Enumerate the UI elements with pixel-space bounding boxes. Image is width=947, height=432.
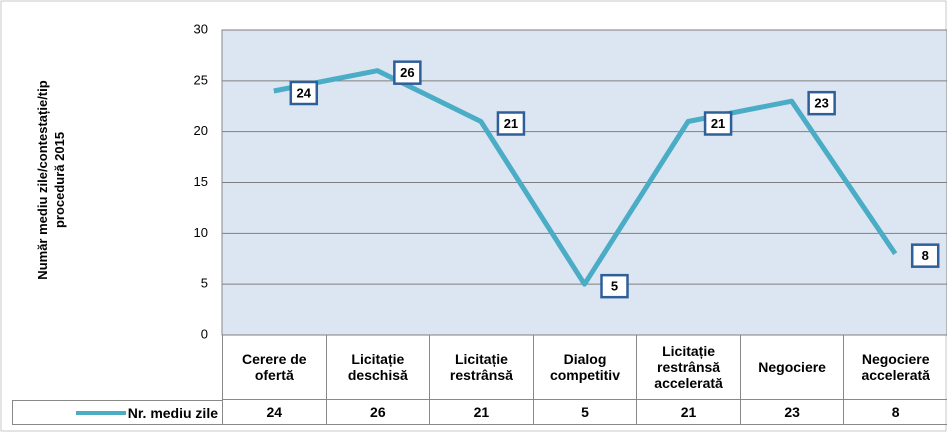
category-cell: Licitație deschisă — [325, 335, 430, 400]
data-label-box — [910, 243, 940, 268]
y-axis-title-line: procedură 2015 — [52, 132, 67, 228]
table-value: 24 — [222, 400, 326, 425]
y-tick-label: 10 — [194, 225, 208, 240]
data-label: 21 — [504, 116, 518, 131]
legend-key — [75, 410, 126, 415]
y-axis-title: Număr mediu zile/contestație/tip procedur… — [35, 80, 67, 279]
series-line — [273, 68, 898, 287]
category-cell: Dialog competitiv — [532, 335, 637, 400]
category-cell: Licitație restrânsă — [429, 335, 533, 400]
y-tick-label: 5 — [201, 276, 208, 291]
data-label: 5 — [611, 279, 618, 294]
data-label: 23 — [814, 96, 828, 111]
category-cell: Licitație restrânsă accelerată — [636, 335, 740, 400]
category-cell: Negociere accelerată — [843, 335, 947, 400]
y-tick-label: 20 — [194, 123, 208, 138]
category-cell: Negociere — [739, 335, 844, 400]
data-label: 8 — [922, 248, 929, 263]
data-label-box — [289, 80, 319, 106]
y-tick-label: 0 — [201, 326, 208, 341]
data-label: 21 — [711, 116, 725, 131]
data-label-box — [600, 273, 629, 299]
table-value: 8 — [843, 400, 947, 425]
y-axis-title-line: Număr mediu zile/contestație/tip — [35, 80, 50, 279]
y-tick-label: 15 — [194, 174, 208, 189]
legend-cell: Nr. mediu zile — [12, 400, 222, 425]
data-label-box — [496, 111, 526, 136]
data-label-box — [807, 90, 836, 116]
table-value: 21 — [429, 400, 533, 425]
data-label-box — [703, 111, 733, 136]
table-value: 23 — [739, 400, 844, 425]
legend-label: Nr. mediu zile — [127, 404, 218, 421]
y-tick-label: 25 — [194, 72, 208, 87]
table-value: 5 — [532, 400, 637, 425]
table-value: 21 — [636, 400, 740, 425]
data-label: 26 — [400, 65, 414, 80]
data-label-box — [393, 60, 422, 85]
table-value: 26 — [325, 400, 430, 425]
data-label: 24 — [297, 85, 312, 100]
y-tick-label: 30 — [194, 21, 208, 36]
category-cell: Cerere de ofertă — [222, 335, 326, 400]
